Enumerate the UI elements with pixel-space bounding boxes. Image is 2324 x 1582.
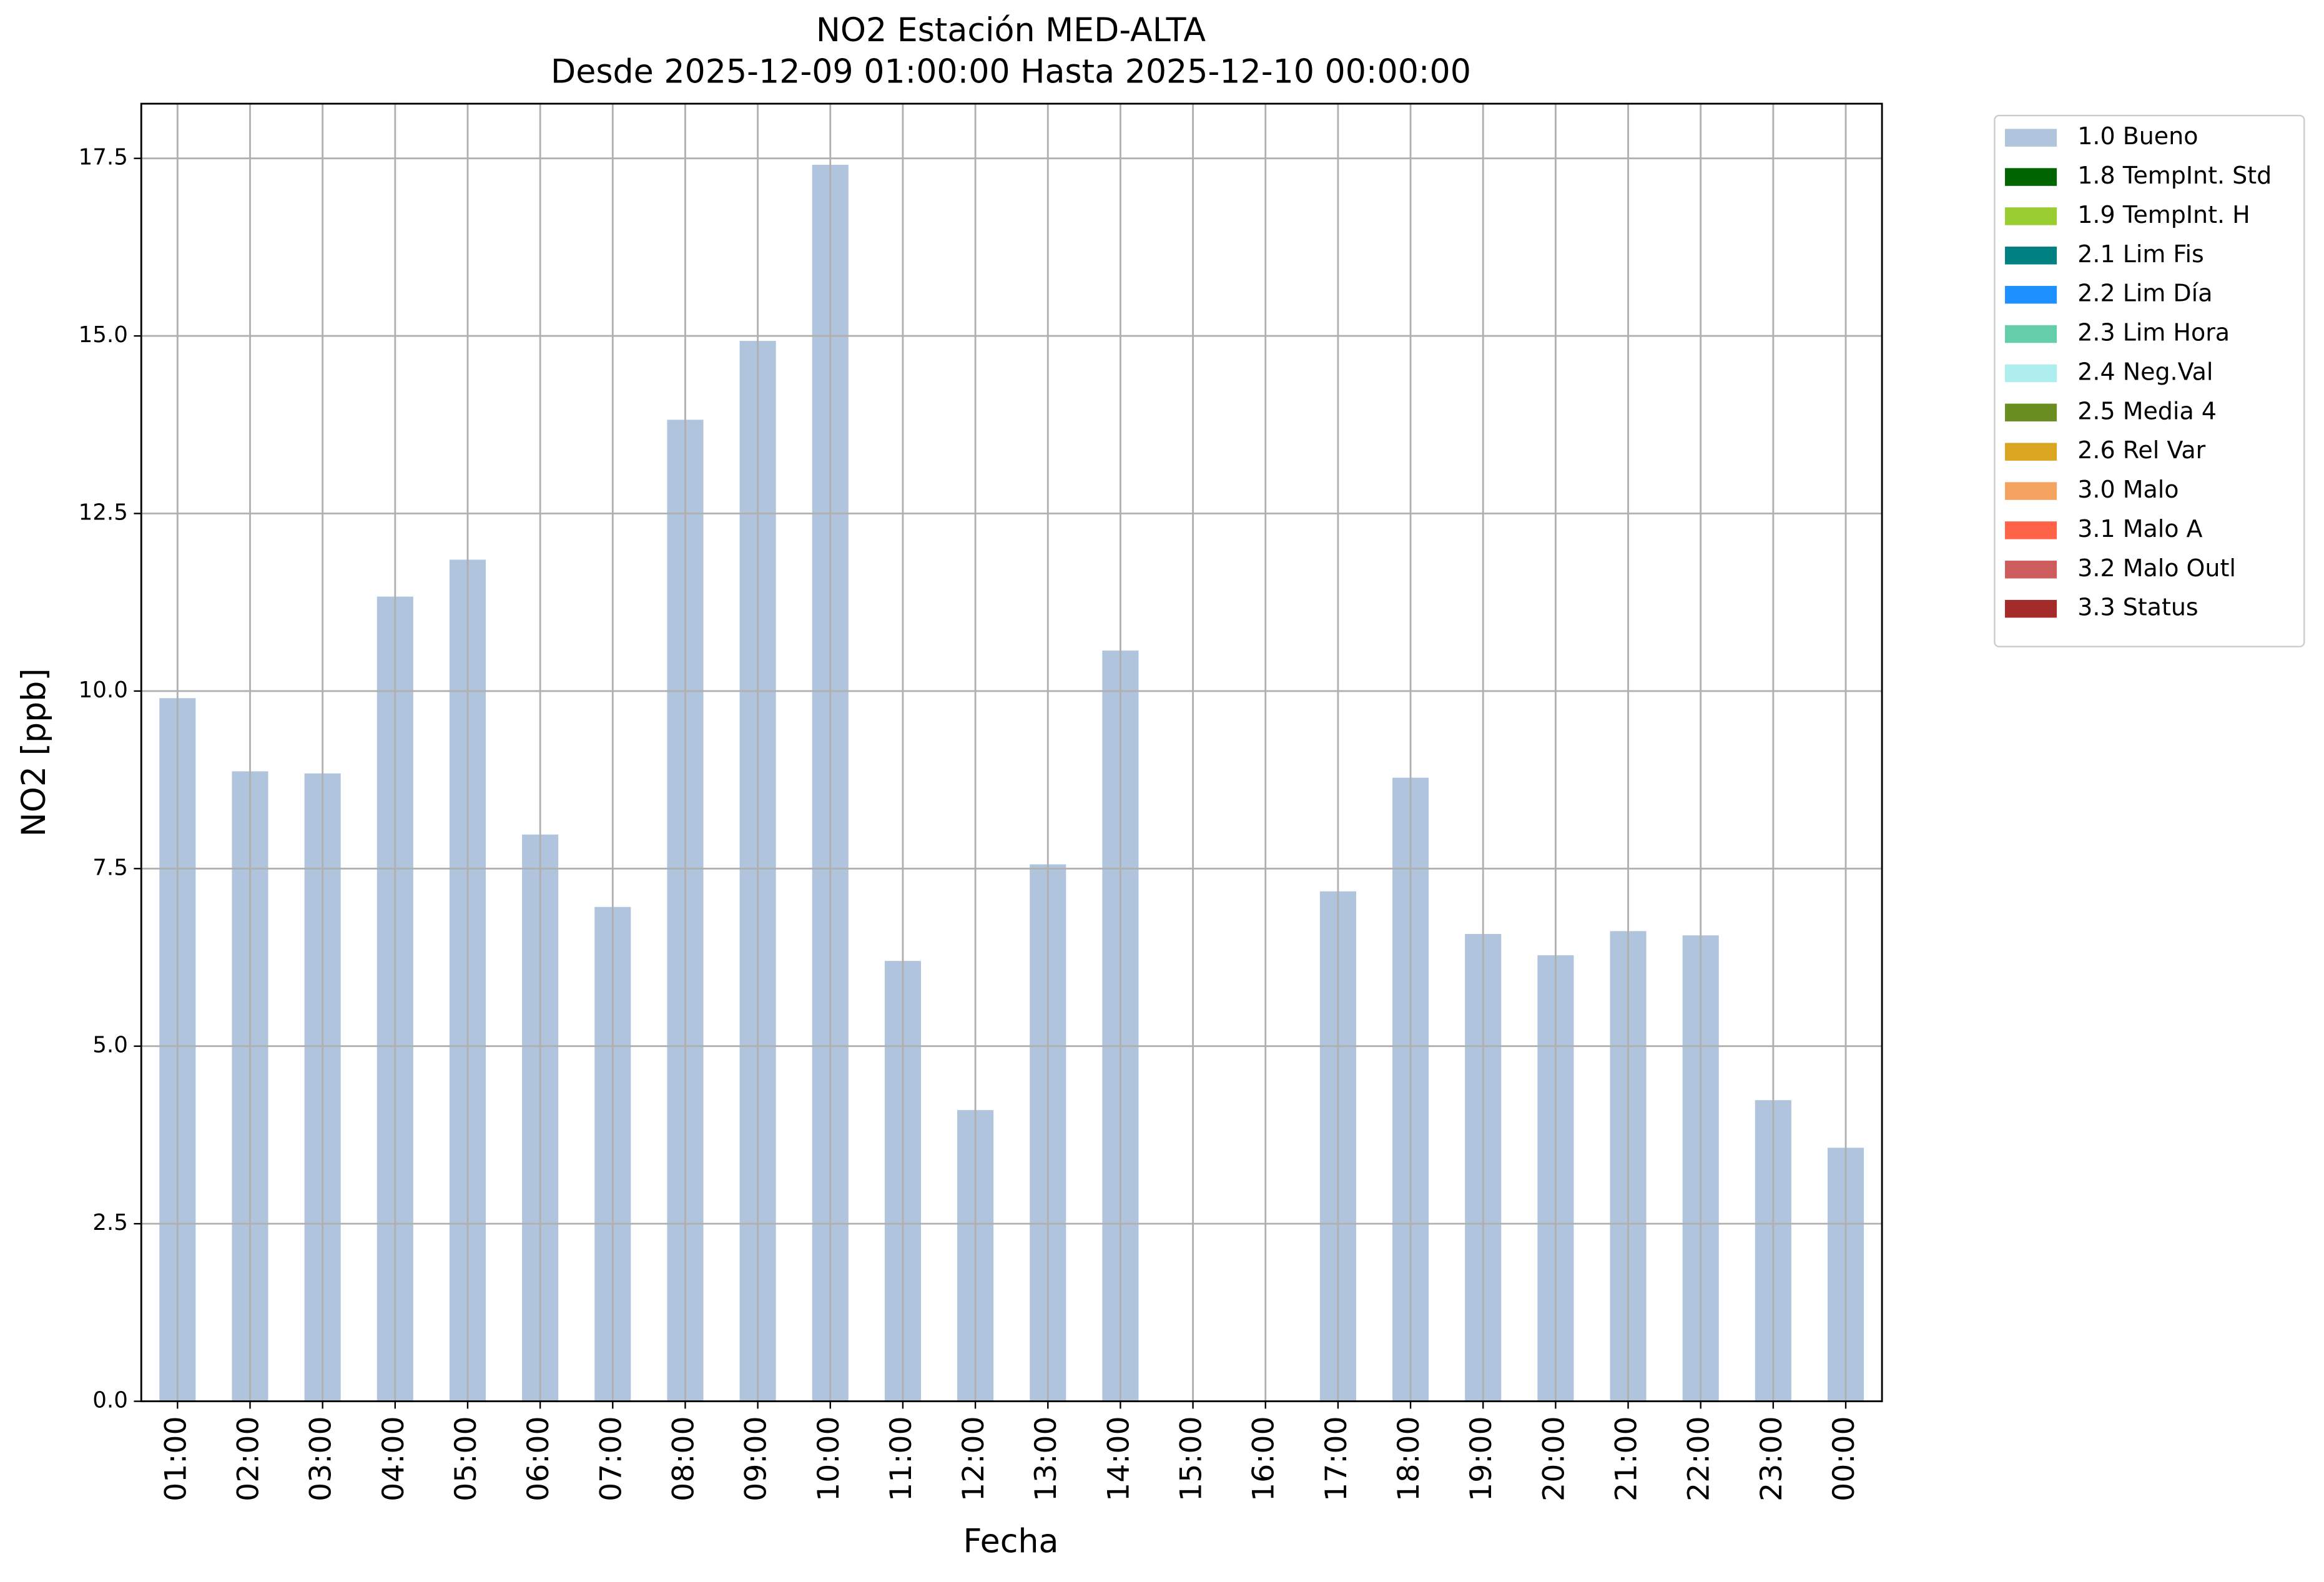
legend-label: 3.0 Malo (2077, 476, 2179, 503)
x-tick-label: 04:00 (377, 1416, 411, 1501)
x-tick-label: 18:00 (1392, 1416, 1426, 1501)
x-tick-label: 17:00 (1319, 1416, 1354, 1501)
x-tick-label: 16:00 (1247, 1416, 1281, 1501)
legend-label: 2.2 Lim Día (2077, 280, 2212, 307)
x-tick-label: 13:00 (1029, 1416, 1063, 1501)
x-tick-label: 07:00 (594, 1416, 628, 1501)
legend-label: 2.1 Lim Fis (2077, 240, 2204, 268)
legend-swatch (2005, 482, 2057, 500)
x-tick-label: 21:00 (1610, 1416, 1644, 1501)
x-tick-label: 03:00 (304, 1416, 338, 1501)
legend-swatch (2005, 521, 2057, 539)
x-tick-label: 14:00 (1101, 1416, 1136, 1501)
plot-frame (140, 102, 1883, 1402)
x-tick-label: 09:00 (739, 1416, 774, 1501)
chart-subtitle: Desde 2025-12-09 01:00:00 Hasta 2025-12-… (551, 54, 1471, 91)
x-tick-label: 02:00 (231, 1416, 265, 1501)
legend-label: 2.4 Neg.Val (2077, 358, 2213, 385)
x-tick-label: 08:00 (666, 1416, 701, 1501)
x-tick-label: 23:00 (1755, 1416, 1789, 1501)
x-tick-label: 01:00 (159, 1416, 193, 1501)
legend-swatch (2005, 247, 2057, 265)
chart-title: NO2 Estación MED-ALTA (816, 12, 1206, 49)
y-tick-label: 15.0 (79, 322, 128, 348)
x-tick-label: 22:00 (1682, 1416, 1716, 1501)
legend-swatch (2005, 599, 2057, 618)
legend-label: 1.0 Bueno (2077, 122, 2198, 150)
y-axis-label: NO2 [ppb] (16, 668, 53, 837)
x-tick-label: 11:00 (884, 1416, 918, 1501)
y-tick-label: 10.0 (79, 677, 128, 703)
x-tick-label: 19:00 (1464, 1416, 1499, 1501)
y-tick-label: 0.0 (92, 1388, 128, 1413)
legend-swatch (2005, 325, 2057, 343)
legend-label: 3.1 Malo A (2077, 515, 2202, 543)
legend-label: 3.3 Status (2077, 594, 2198, 621)
x-tick-label: 05:00 (449, 1416, 483, 1501)
x-axis-label: Fecha (963, 1523, 1058, 1560)
legend-box (1994, 114, 2305, 647)
legend-swatch (2005, 285, 2057, 304)
x-tick-label: 15:00 (1174, 1416, 1209, 1501)
legend-label: 1.8 TempInt. Std (2077, 162, 2272, 189)
legend-label: 2.5 Media 4 (2077, 397, 2217, 425)
x-tick-label: 10:00 (812, 1416, 846, 1501)
x-tick-label: 00:00 (1827, 1416, 1861, 1501)
x-tick-label: 12:00 (957, 1416, 991, 1501)
legend-swatch (2005, 129, 2057, 147)
legend-swatch (2005, 168, 2057, 186)
y-tick-label: 12.5 (79, 499, 128, 525)
legend-label: 2.3 Lim Hora (2077, 319, 2230, 346)
legend-label: 3.2 Malo Outl (2077, 554, 2236, 582)
legend-label: 1.9 TempInt. H (2077, 201, 2250, 228)
legend-swatch (2005, 364, 2057, 383)
legend-swatch (2005, 403, 2057, 422)
legend-label: 2.6 Rel Var (2077, 436, 2205, 464)
legend-swatch (2005, 561, 2057, 579)
x-tick-label: 06:00 (521, 1416, 556, 1501)
x-tick-label: 20:00 (1537, 1416, 1571, 1501)
y-tick-label: 7.5 (92, 855, 128, 880)
y-tick-label: 2.5 (92, 1210, 128, 1236)
y-tick-label: 5.0 (92, 1033, 128, 1058)
y-tick-label: 17.5 (79, 145, 128, 170)
legend-swatch (2005, 443, 2057, 461)
legend-swatch (2005, 207, 2057, 225)
